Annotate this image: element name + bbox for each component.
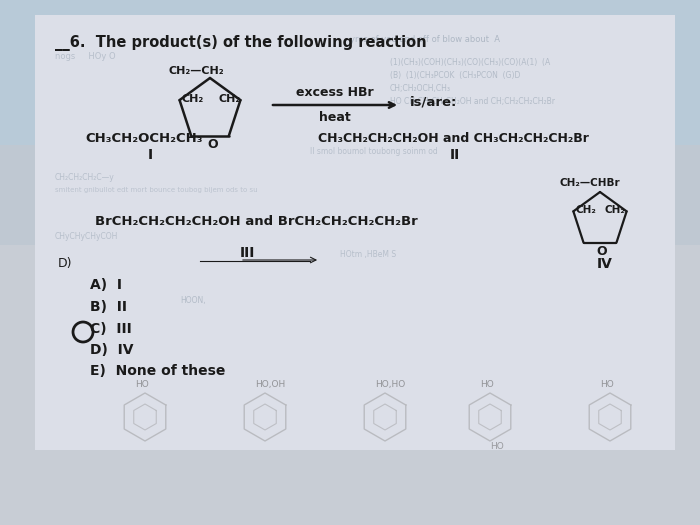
Text: A)  I: A) I bbox=[90, 278, 122, 292]
Text: heat: heat bbox=[319, 111, 351, 124]
Text: HO: HO bbox=[135, 380, 148, 389]
Text: yros of you and off of blow about  A: yros of you and off of blow about A bbox=[350, 35, 500, 44]
Text: I: I bbox=[148, 148, 153, 162]
Text: HO CH;CH₂CH₂CH₂OH and CH;CH₂CH₂CH₂Br: HO CH;CH₂CH₂CH₂OH and CH;CH₂CH₂CH₂Br bbox=[390, 97, 555, 106]
Text: CH₂: CH₂ bbox=[605, 205, 626, 215]
Text: CH₂: CH₂ bbox=[218, 94, 241, 104]
Text: C)  III: C) III bbox=[90, 322, 132, 336]
Text: O: O bbox=[207, 138, 218, 151]
Text: CHyCHyCHyCOH: CHyCHyCHyCOH bbox=[55, 232, 118, 241]
Text: HO,OH: HO,OH bbox=[255, 380, 286, 389]
Text: CH;CH₂OCH,CH₃: CH;CH₂OCH,CH₃ bbox=[390, 84, 451, 93]
Text: CH₂CH₂CH₂C—y: CH₂CH₂CH₂C—y bbox=[55, 173, 115, 182]
Text: II: II bbox=[450, 148, 461, 162]
Text: II smol boumol toubong soinm od: II smol boumol toubong soinm od bbox=[310, 147, 438, 156]
Text: BrCH₂CH₂CH₂CH₂OH and BrCH₂CH₂CH₂CH₂Br: BrCH₂CH₂CH₂CH₂OH and BrCH₂CH₂CH₂CH₂Br bbox=[95, 215, 418, 228]
Text: HO: HO bbox=[490, 442, 504, 451]
Text: (1)(CH₃)(COH)(CH₃)(CO)(CH₃)(CO)(A(1)  (A: (1)(CH₃)(COH)(CH₃)(CO)(CH₃)(CO)(A(1) (A bbox=[390, 58, 550, 67]
Text: (B)  (1)(CH₃PCOK  (CH₃PCON  (G)D: (B) (1)(CH₃PCOK (CH₃PCON (G)D bbox=[390, 71, 520, 80]
Text: O: O bbox=[596, 245, 607, 258]
Text: B)  II: B) II bbox=[90, 300, 127, 314]
FancyBboxPatch shape bbox=[35, 15, 675, 450]
Text: HOtm ,HBeM S: HOtm ,HBeM S bbox=[340, 250, 396, 259]
Text: excess HBr: excess HBr bbox=[296, 86, 374, 99]
Text: CH₂—CH₂: CH₂—CH₂ bbox=[168, 66, 224, 76]
Text: CH₂: CH₂ bbox=[181, 94, 204, 104]
Text: IV: IV bbox=[597, 257, 613, 271]
Text: CH₂: CH₂ bbox=[575, 205, 596, 215]
Text: HO: HO bbox=[480, 380, 494, 389]
Text: nogs     HOy O: nogs HOy O bbox=[55, 52, 116, 61]
Text: CH₂—CHBr: CH₂—CHBr bbox=[560, 178, 620, 188]
Text: D): D) bbox=[58, 257, 73, 270]
Bar bbox=[0, 145, 700, 245]
Text: III: III bbox=[240, 246, 256, 260]
Text: is/are:: is/are: bbox=[410, 96, 457, 109]
Text: __6.  The product(s) of the following reaction: __6. The product(s) of the following rea… bbox=[55, 35, 426, 51]
Text: HO,HO: HO,HO bbox=[375, 380, 405, 389]
Text: HO: HO bbox=[600, 380, 614, 389]
Text: smitent gnibullot edt mort bounce toubog bijem ods to su: smitent gnibullot edt mort bounce toubog… bbox=[55, 187, 258, 193]
Text: E)  None of these: E) None of these bbox=[90, 364, 225, 378]
Text: CH₃CH₂OCH₂CH₃: CH₃CH₂OCH₂CH₃ bbox=[85, 132, 202, 145]
Bar bbox=[0, 0, 700, 145]
Text: HOON,: HOON, bbox=[180, 296, 206, 305]
Text: D)  IV: D) IV bbox=[90, 343, 134, 357]
Text: CH₃CH₂CH₂CH₂OH and CH₃CH₂CH₂CH₂Br: CH₃CH₂CH₂CH₂OH and CH₃CH₂CH₂CH₂Br bbox=[318, 132, 589, 145]
